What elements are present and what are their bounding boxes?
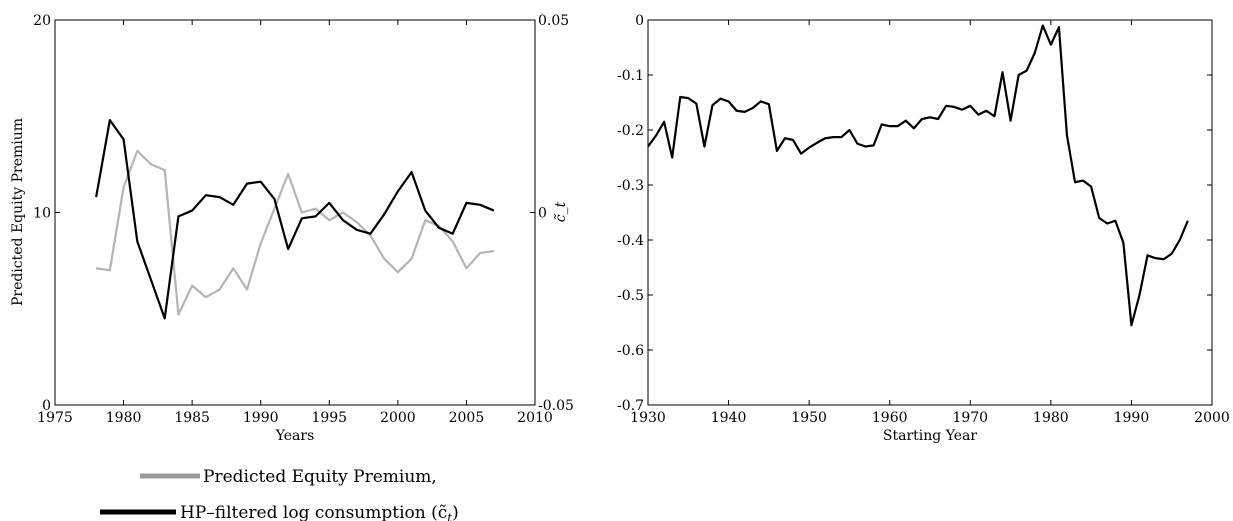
left-y-tick-label: 0	[42, 398, 51, 414]
left-x-axis-title: Years	[275, 428, 315, 444]
right-y-tick-label: -0.1	[617, 68, 644, 84]
right-x-tick-label: 1940	[711, 410, 747, 426]
right-x-tick-label: 1990	[1114, 410, 1150, 426]
left-y2-ticks: -0.05 0 0.05	[530, 13, 574, 414]
equity-premium-line	[95, 149, 495, 316]
hp-consumption-line	[95, 118, 495, 320]
legend-item-hp-consumption: HP–filtered log consumption (c̃t)	[100, 503, 459, 521]
right-x-tick-label: 1950	[791, 410, 827, 426]
left-y-tick-label: 10	[33, 206, 51, 222]
right-x-axis-title: Starting Year	[883, 428, 977, 444]
left-chart: 1975 1980 1985 1990 1995 2000 2005 2010 0 10 20 -…	[10, 13, 574, 444]
right-x-ticks: 1930 1940 1950 1960 1970 1980 1990 2000	[630, 20, 1230, 426]
left-x-tick-label: 1980	[106, 410, 142, 426]
legend-label-main: HP–filtered log consumption (c̃	[180, 503, 447, 521]
right-y-tick-label: -0.4	[617, 233, 644, 249]
left-x-tick-label: 1990	[243, 410, 279, 426]
right-series-group	[647, 24, 1189, 327]
right-plot-frame	[647, 19, 1213, 406]
legend-label-subscript: t	[447, 511, 452, 521]
starting-year-line	[647, 24, 1189, 327]
right-y-tick-label: -0.5	[617, 288, 644, 304]
right-chart: 1930 1940 1950 1960 1970 1980 1990 2000 -0.7-0.…	[617, 13, 1230, 444]
right-y-ticks: -0.7 -0.6 -0.5 -0.4 -0.3 -0.2 -0.1 0	[617, 13, 1212, 414]
left-y2-tick-label: 0.05	[538, 13, 569, 29]
left-y-ticks: 0 10 20	[33, 13, 60, 414]
left-x-tick-label: 2005	[449, 410, 485, 426]
right-x-tick-label: 1930	[630, 410, 666, 426]
right-y-tick-label: 0	[635, 13, 644, 29]
left-x-tick-label: 1975	[37, 410, 73, 426]
left-x-tick-label: 2000	[380, 410, 416, 426]
left-y2-axis-title: c̃_t	[553, 201, 569, 222]
left-x-tick-label: 1985	[174, 410, 210, 426]
left-x-ticks: 1975 1980 1985 1990 1995 2000 2005 2010	[37, 20, 553, 426]
left-series-group	[95, 118, 495, 320]
left-x-tick-label: 1995	[311, 410, 347, 426]
left-x-tick-label: 2010	[517, 410, 553, 426]
right-x-tick-label: 2000	[1194, 410, 1230, 426]
legend-label-suffix: )	[452, 503, 459, 521]
right-x-tick-label: 1970	[952, 410, 988, 426]
legend: Predicted Equity Premium, HP–filtered lo…	[100, 467, 459, 521]
left-y-tick-label: 20	[33, 13, 51, 29]
right-x-tick-label: 1960	[872, 410, 908, 426]
right-y-tick-label: -0.3	[617, 178, 644, 194]
legend-item-equity-premium: Predicted Equity Premium,	[140, 467, 437, 487]
legend-label-hp-consumption: HP–filtered log consumption (c̃t)	[180, 503, 459, 521]
left-y2-tick-label: 0	[538, 206, 547, 222]
left-y-axis-title: Predicted Equity Premium	[10, 118, 26, 306]
left-y2-tick-label: -0.05	[538, 398, 574, 414]
right-y-tick-label: -0.7	[617, 398, 644, 414]
right-y-tick-label: -0.6	[617, 343, 644, 359]
legend-label-equity-premium: Predicted Equity Premium,	[203, 467, 437, 487]
right-x-tick-label: 1980	[1033, 410, 1069, 426]
right-y-tick-label: -0.2	[617, 123, 644, 139]
